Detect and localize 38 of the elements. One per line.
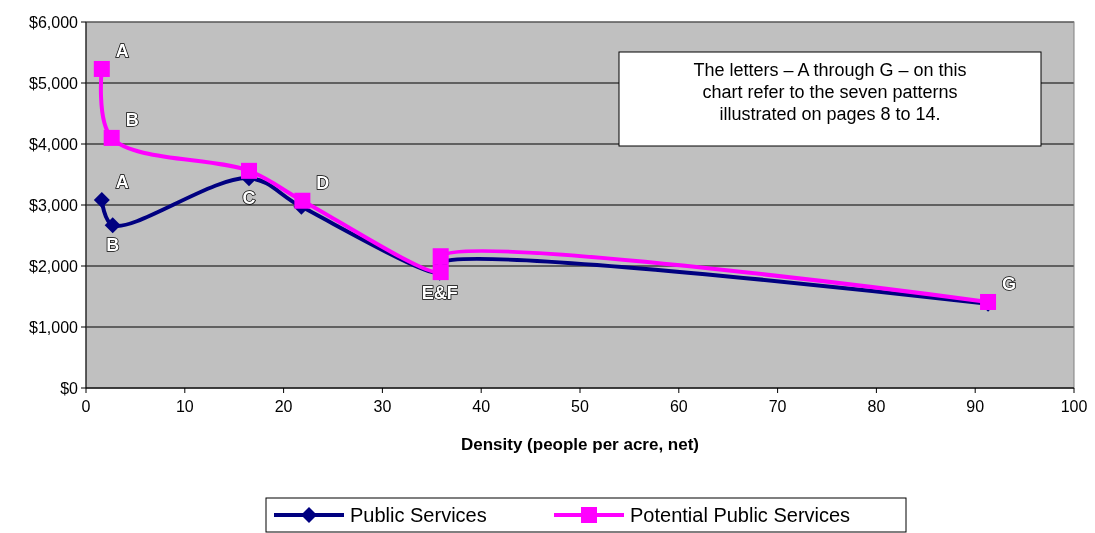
legend-label: Public Services <box>350 504 487 526</box>
point <box>241 162 258 179</box>
x-tick-label: 0 <box>81 398 91 415</box>
x-tick-label: 30 <box>373 398 392 415</box>
x-tick-label: 90 <box>966 398 985 415</box>
point <box>294 192 311 209</box>
annotation: C <box>242 188 256 209</box>
y-tick-label: $4,000 <box>29 135 79 153</box>
y-tick-label: $0 <box>60 379 79 397</box>
annotation: The letters – A through G – on this chart refer to the seven patterns illustrated on pages 8 to 14. <box>693 60 967 124</box>
x-tick-label: 70 <box>768 398 787 415</box>
annotation: A <box>115 172 129 193</box>
legend-label: Potential Public Services <box>630 504 851 526</box>
y-tick-label: $2,000 <box>29 257 79 275</box>
y-tick-label: $3,000 <box>29 196 79 214</box>
point <box>104 217 121 234</box>
annotation: A <box>115 40 129 61</box>
x-tick-label: 40 <box>472 398 491 415</box>
point <box>432 248 449 265</box>
x-tick-label: 20 <box>274 398 293 415</box>
annotation: B <box>106 235 120 256</box>
x-tick-label: 60 <box>669 398 688 415</box>
point <box>103 129 120 146</box>
x-tick-label: 80 <box>867 398 886 415</box>
y-tick-label: $1,000 <box>29 318 79 336</box>
annotation: E&F <box>421 282 458 303</box>
note-box: The letters – A through G – on this chart refer to the seven patterns illustrated on pages 8 to 14. <box>618 51 1042 147</box>
x-tick-label: 100 <box>1060 398 1088 415</box>
point <box>93 192 110 209</box>
annotation: G <box>1002 273 1017 294</box>
annotation: B <box>125 109 139 130</box>
y-tick-label: $5,000 <box>29 74 79 92</box>
annotation: D <box>316 172 330 193</box>
x-axis-title: Density (people per acre, net) <box>460 435 700 454</box>
x-tick-label: 10 <box>175 398 194 415</box>
x-tick-label: 50 <box>571 398 589 415</box>
y-tick-label: $6,000 <box>29 13 79 31</box>
point <box>93 60 110 77</box>
